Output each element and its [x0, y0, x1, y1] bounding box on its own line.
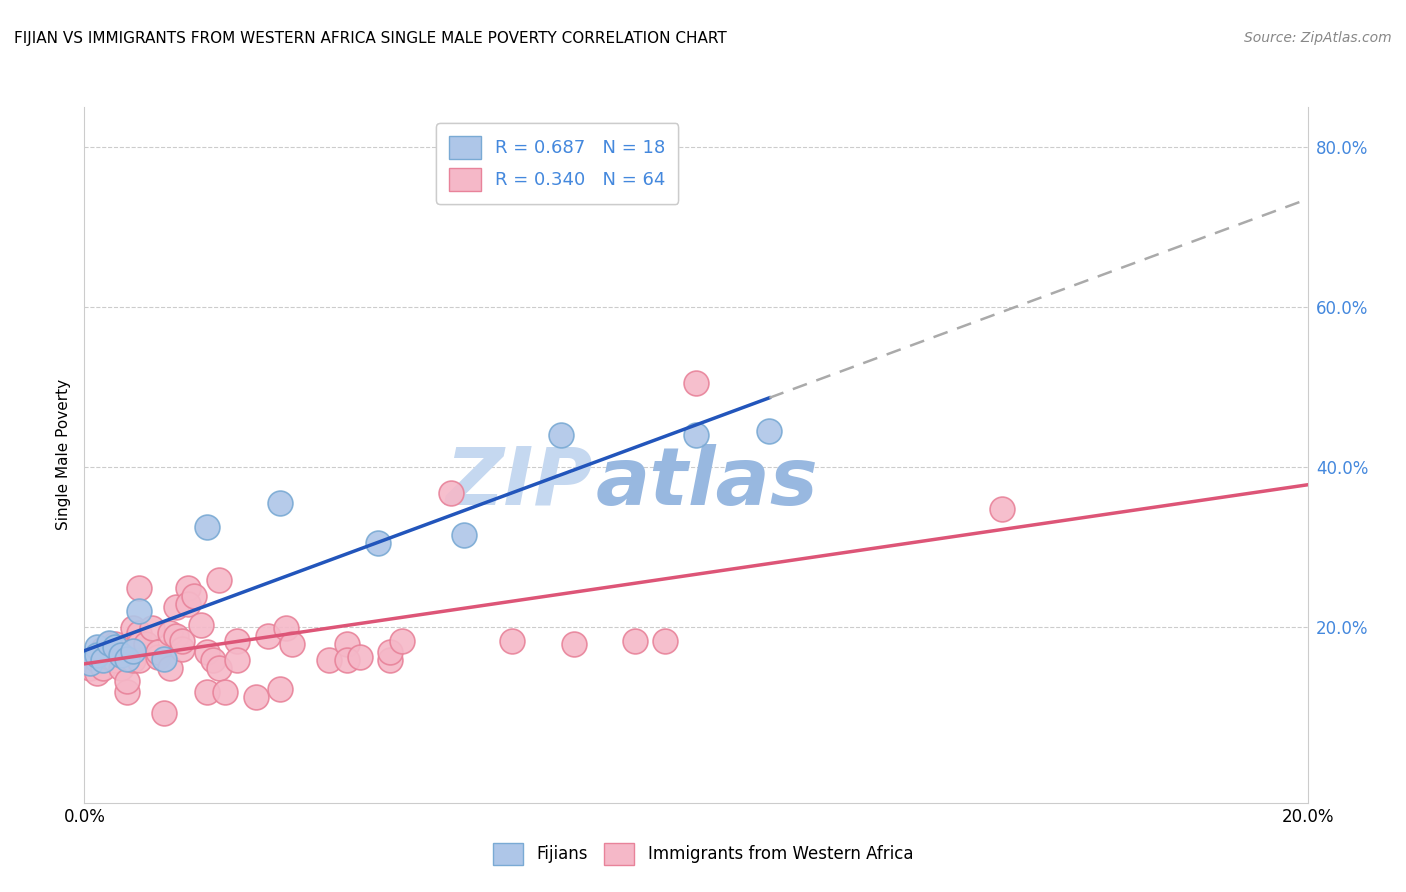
Point — [122, 653, 145, 667]
Point — [380, 645, 402, 659]
Point — [122, 637, 145, 651]
Point — [86, 653, 108, 667]
Point — [183, 590, 205, 604]
Point — [115, 652, 138, 666]
Point — [269, 496, 291, 510]
Point — [336, 637, 359, 651]
Point — [367, 536, 389, 550]
Text: ZIP: ZIP — [444, 443, 592, 522]
Point — [110, 645, 132, 659]
Point — [654, 634, 676, 648]
Point — [159, 626, 181, 640]
Text: Source: ZipAtlas.com: Source: ZipAtlas.com — [1244, 31, 1392, 45]
Point — [281, 637, 304, 651]
Point — [115, 645, 138, 659]
Point — [122, 644, 145, 658]
Point — [195, 520, 218, 534]
Point — [208, 661, 231, 675]
Point — [115, 685, 138, 699]
Point — [685, 428, 707, 442]
Point — [349, 650, 371, 665]
Point — [104, 653, 127, 667]
Text: FIJIAN VS IMMIGRANTS FROM WESTERN AFRICA SINGLE MALE POVERTY CORRELATION CHART: FIJIAN VS IMMIGRANTS FROM WESTERN AFRICA… — [14, 31, 727, 46]
Point — [135, 637, 157, 651]
Point — [177, 582, 200, 596]
Point — [128, 653, 150, 667]
Point — [110, 648, 132, 662]
Point — [153, 652, 176, 666]
Point — [208, 574, 231, 588]
Point — [226, 653, 249, 667]
Point — [624, 634, 647, 648]
Point — [104, 640, 127, 654]
Point — [97, 637, 120, 651]
Point — [165, 599, 187, 614]
Text: atlas: atlas — [596, 443, 818, 522]
Point — [758, 424, 780, 438]
Point — [201, 653, 224, 667]
Point — [128, 604, 150, 618]
Point — [79, 656, 101, 670]
Point — [380, 653, 402, 667]
Point — [562, 637, 585, 651]
Point — [91, 642, 114, 657]
Point — [318, 653, 340, 667]
Point — [502, 634, 524, 648]
Point — [172, 642, 194, 657]
Point — [685, 376, 707, 390]
Point — [153, 706, 176, 721]
Point — [110, 661, 132, 675]
Point — [86, 648, 108, 662]
Point — [336, 653, 359, 667]
Point — [128, 582, 150, 596]
Point — [453, 528, 475, 542]
Point — [146, 645, 169, 659]
Point — [91, 661, 114, 675]
Point — [159, 661, 181, 675]
Point — [146, 650, 169, 665]
Point — [195, 685, 218, 699]
Y-axis label: Single Male Poverty: Single Male Poverty — [56, 379, 72, 531]
Point — [177, 598, 200, 612]
Point — [245, 690, 267, 705]
Point — [141, 622, 163, 636]
Point — [122, 622, 145, 636]
Point — [269, 682, 291, 697]
Point — [79, 661, 101, 675]
Point — [550, 428, 572, 442]
Legend: R = 0.687   N = 18, R = 0.340   N = 64: R = 0.687 N = 18, R = 0.340 N = 64 — [436, 123, 679, 203]
Point — [214, 685, 236, 699]
Point — [195, 645, 218, 659]
Point — [128, 637, 150, 651]
Point — [97, 650, 120, 665]
Point — [165, 630, 187, 644]
Point — [104, 637, 127, 651]
Point — [86, 666, 108, 681]
Point — [79, 653, 101, 667]
Point — [91, 653, 114, 667]
Point — [86, 640, 108, 654]
Legend: Fijians, Immigrants from Western Africa: Fijians, Immigrants from Western Africa — [482, 833, 924, 875]
Point — [991, 501, 1014, 516]
Point — [276, 622, 298, 636]
Point — [97, 636, 120, 650]
Point — [440, 485, 463, 500]
Point — [226, 634, 249, 648]
Point — [257, 630, 280, 644]
Point — [128, 626, 150, 640]
Point — [115, 674, 138, 689]
Point — [172, 634, 194, 648]
Point — [391, 634, 413, 648]
Point — [190, 618, 212, 632]
